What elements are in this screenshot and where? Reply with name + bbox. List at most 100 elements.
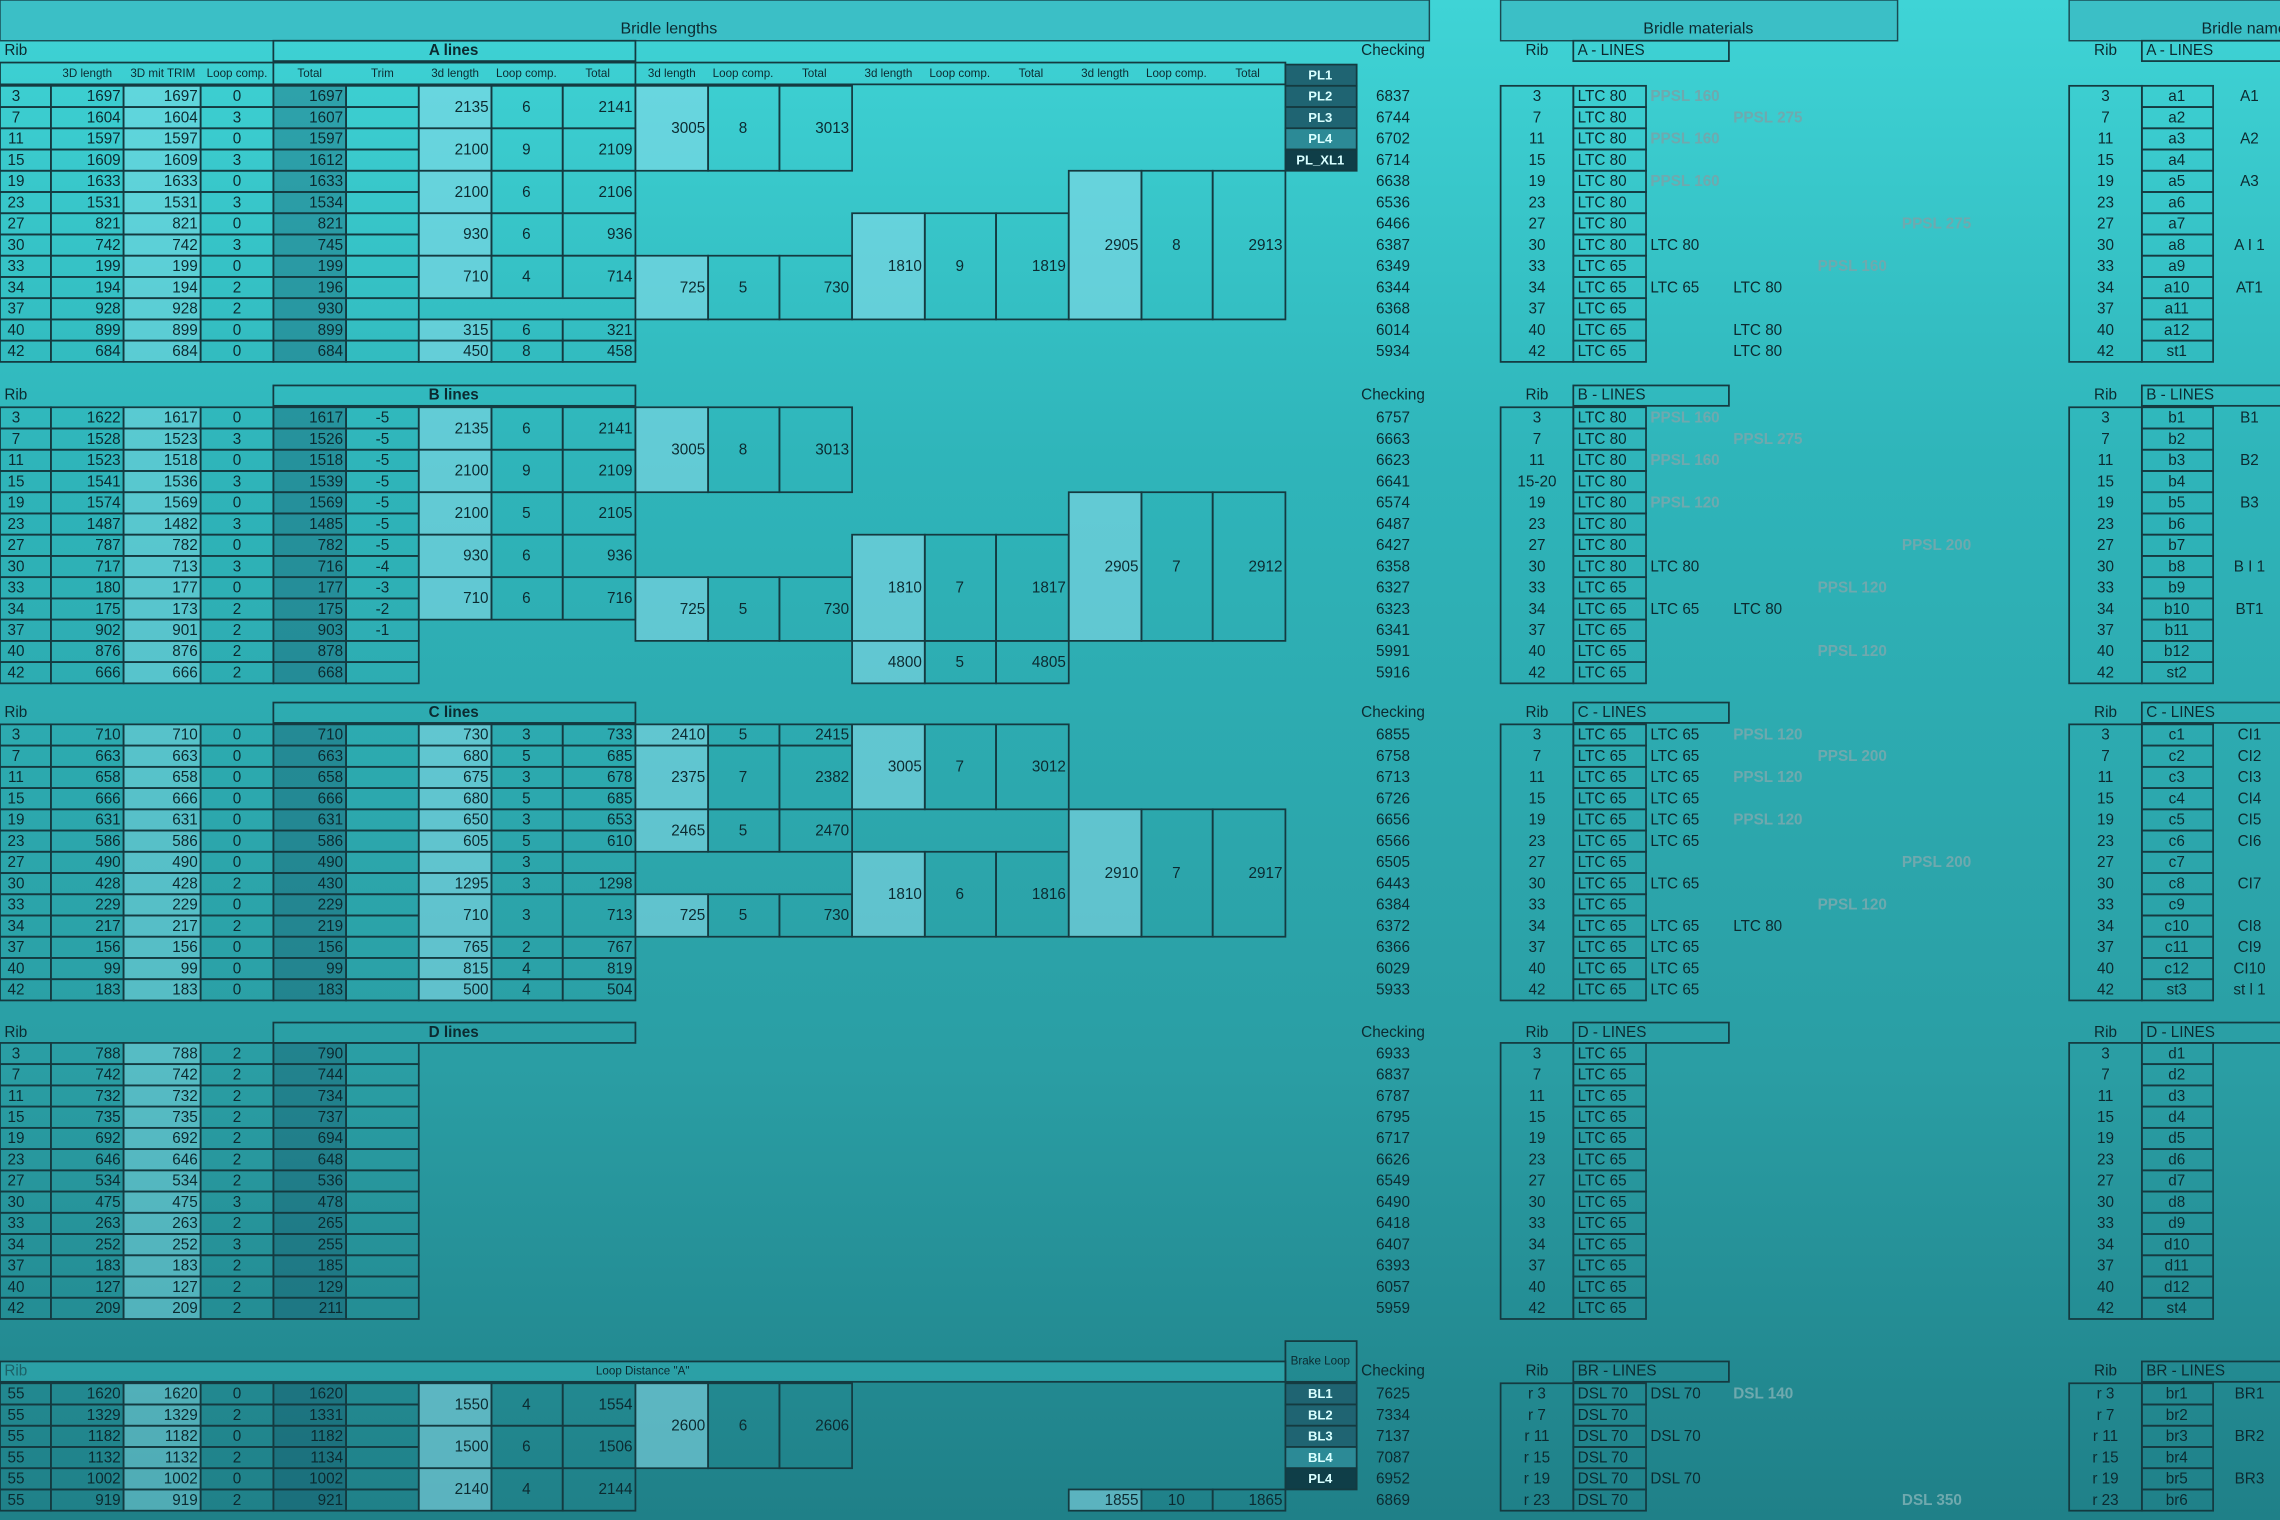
line-name: c8 [2169,875,2185,892]
line-name: c11 [2165,939,2188,956]
group-length: 675 [463,769,488,786]
line-name: b3 [2168,452,2185,469]
rib: 7 [12,748,20,765]
length-3d: 631 [95,812,120,829]
group-total: 730 [824,279,849,296]
line-name: CI8 [2238,918,2262,935]
rib: 55 [8,1471,25,1488]
checking: 6057 [1376,1279,1410,1296]
names-rib: 33 [2097,897,2114,914]
length-3d: 1604 [87,109,121,126]
names-rib: 11 [2098,131,2114,148]
rib: 33 [8,1215,25,1232]
line-name: a6 [2168,194,2185,211]
materials-rib: 11 [1529,131,1545,148]
loop-comp: 3 [233,473,241,490]
materials-rib: 34 [1528,279,1545,296]
material: LTC 65 [1578,875,1627,892]
group-loop: 4 [522,982,531,999]
name-cell [2140,661,2214,685]
material: LTC 65 [1578,1088,1627,1105]
material: DSL 70 [1578,1492,1628,1509]
materials-rib: 40 [1528,643,1545,660]
material: LTC 80 [1578,516,1627,533]
rib: 33 [8,580,25,597]
rib: 33 [8,897,25,914]
rib: 23 [8,833,25,850]
column-header: Total [585,67,610,80]
line-name: st l 1 [2233,982,2265,999]
group-loop: 6 [522,590,530,607]
material: LTC 65 [1578,301,1627,318]
names-rib: 34 [2097,601,2114,618]
length-3d: 1633 [87,173,121,190]
names-rib: 19 [2097,495,2114,512]
rib: 30 [8,237,25,254]
names-title: A - LINES [2146,42,2213,59]
materials-rib: 7 [1533,109,1541,126]
names-title-box [2140,1021,2280,1044]
brake-header: Brake Loop [1291,1355,1350,1368]
pl-label: BL3 [1308,1429,1333,1444]
rib: 40 [8,643,25,660]
material: PPSL 120 [1650,495,1719,512]
pl-label: PL4 [1308,1471,1333,1486]
material: PPSL 160 [1650,173,1719,190]
length-3d-trim: 1569 [164,495,198,512]
checking: 5959 [1376,1300,1410,1317]
group-3d-cell [634,808,710,853]
cell [345,1296,420,1320]
materials-rib: 27 [1528,1173,1545,1190]
group-loop: 5 [522,748,530,765]
rib: 27 [8,854,25,871]
total: 1534 [309,194,343,211]
material: LTC 65 [1578,1130,1627,1147]
checking: 6869 [1376,1492,1410,1509]
length-3d-trim: 666 [172,790,197,807]
loop-comp: 2 [233,1130,241,1147]
material: PPSL 120 [1818,643,1887,660]
line-name: d4 [2168,1109,2185,1126]
trim: -2 [376,601,390,618]
material: PPSL 120 [1733,727,1802,744]
group-length: 710 [463,907,488,924]
line-name: br2 [2166,1407,2188,1424]
material: PPSL 275 [1733,109,1803,126]
length-3d: 194 [95,279,121,296]
materials-rib: 34 [1528,601,1545,618]
material: DSL 70 [1650,1471,1700,1488]
group-total: 2917 [1249,865,1283,882]
group-loop: 6 [522,548,530,565]
length-3d-trim: 177 [172,580,197,597]
rib: 19 [8,1130,25,1147]
checking: 6566 [1376,833,1410,850]
length-3d-trim: 1531 [164,194,198,211]
length-3d-trim: 1697 [164,88,198,105]
total: 1612 [309,152,343,169]
material: LTC 65 [1650,812,1699,829]
group-length: 500 [463,982,488,999]
materials-rib: 27 [1528,216,1545,233]
line-name: B2 [2240,452,2259,469]
loop-comp: 3 [233,194,241,211]
materials-title: C - LINES [1578,704,1647,721]
names-rib: 15 [2097,152,2114,169]
rib: 27 [8,537,25,554]
pl-cell [1284,148,1358,172]
rib: 42 [8,664,25,681]
lengths-header: Bridle lengths [620,20,717,37]
names-rib: 15 [2097,1109,2114,1126]
group-length: 930 [463,548,488,565]
line-name: b8 [2168,558,2185,575]
rib: 30 [8,558,25,575]
loop-comp: 0 [233,343,241,360]
loop-comp: 0 [233,769,241,786]
group-length: 2910 [1105,865,1139,882]
rib: 33 [8,258,25,275]
materials-rib: 30 [1528,1194,1545,1211]
group-loop: 3 [522,854,530,871]
group-3d-cell [634,744,710,811]
length-3d: 1609 [87,152,121,169]
rib: 42 [8,1300,25,1317]
group-total: 1865 [1249,1492,1283,1509]
